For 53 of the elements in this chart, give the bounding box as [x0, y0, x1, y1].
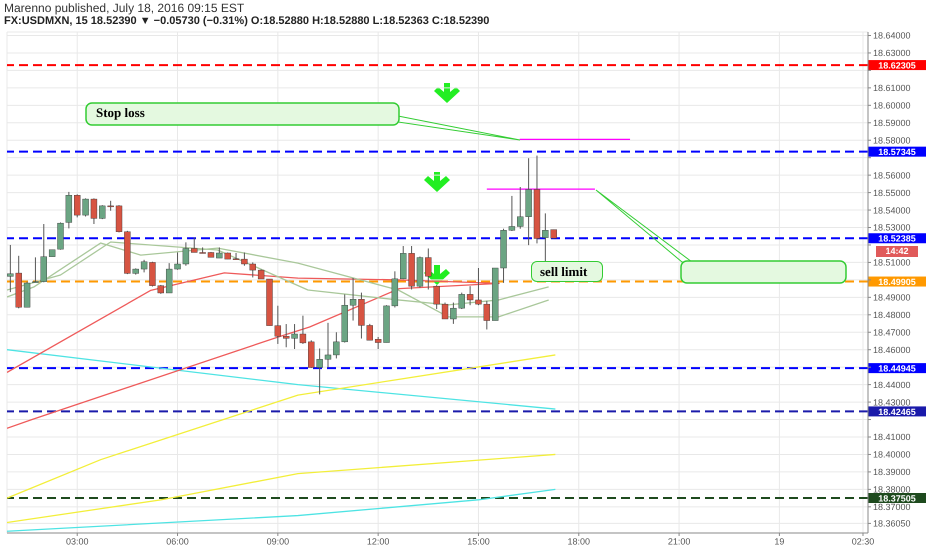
y-tick-label: 18.41000 [873, 432, 911, 442]
x-tick-label: 21:00 [668, 536, 690, 546]
y-tick-label: 18.58000 [873, 135, 911, 146]
chart-title: Marenno published, July 18, 2016 09:15 EST [4, 1, 244, 15]
annotation: Stop loss [96, 105, 145, 121]
text: 14:42 [876, 246, 918, 257]
line-series [7, 454, 556, 524]
y-tick-label: 18.53000 [873, 222, 911, 233]
ref-line-label: 18.44945 [878, 364, 916, 374]
x-tick-label: 15:00 [467, 536, 490, 546]
candlestick [458, 292, 465, 310]
x-tick-label: 02:30 [852, 536, 874, 546]
y-tick-label: 18.55000 [873, 188, 911, 198]
y-tick-label: 18.60000 [873, 100, 911, 111]
line-series [7, 488, 556, 532]
y-tick-label: 18.63000 [873, 48, 911, 58]
y-tick-label: 18.47000 [873, 327, 911, 338]
y-tick-label: 18.44000 [873, 380, 911, 390]
y-tick-label: 18.40000 [873, 450, 911, 460]
candlestick [250, 262, 256, 278]
y-tick-label: 18.36050 [873, 518, 911, 529]
candlestick [191, 236, 198, 253]
y-tick-label: 18.43000 [873, 397, 911, 408]
y-tick-label: 18.48000 [873, 310, 911, 320]
y-tick-label: 18.56000 [873, 170, 911, 180]
candlestick [7, 244, 14, 293]
ref-line-label: 18.42465 [878, 406, 916, 417]
x-tick-label: 09:00 [266, 536, 290, 546]
x-tick-label: 19 [774, 536, 784, 546]
y-tick-label: 18.39000 [873, 467, 911, 478]
ref-line-label: 18.57345 [878, 147, 916, 158]
y-tick-label: 18.37000 [873, 502, 911, 512]
chart-subtitle: FX:USDMXN, 15 18.52390 ▼ −0.05730 (−0.31%) O:18.52880 H:18.52880 L:18.52363 C:18.52390 [4, 15, 490, 27]
x-tick-label: 03:00 [66, 536, 88, 546]
y-tick-label: 18.38000 [873, 484, 911, 495]
candlestick [74, 194, 80, 218]
y-tick-label: 18.51000 [873, 258, 911, 268]
y-tick-label: 18.49000 [873, 292, 911, 303]
y-tick-label: 18.59000 [873, 118, 911, 128]
y-tick-label: 18.54000 [873, 205, 911, 216]
x-tick-label: 06:00 [166, 536, 189, 546]
ref-line-label: 18.37505 [878, 494, 916, 504]
annotation: sell limit [540, 264, 588, 280]
line-series [7, 354, 556, 499]
ref-line-label: 18.62305 [878, 60, 916, 71]
x-tick-label: 18:00 [568, 536, 590, 546]
ref-line-label: 18.49905 [878, 277, 916, 288]
x-tick-label: 12:00 [366, 536, 390, 546]
candlestick [517, 186, 524, 230]
y-tick-label: 18.46000 [873, 344, 911, 355]
ref-line-label: 18.52385 [878, 234, 916, 244]
y-tick-label: 18.64000 [873, 30, 911, 41]
y-tick-label: 18.61000 [873, 83, 911, 94]
